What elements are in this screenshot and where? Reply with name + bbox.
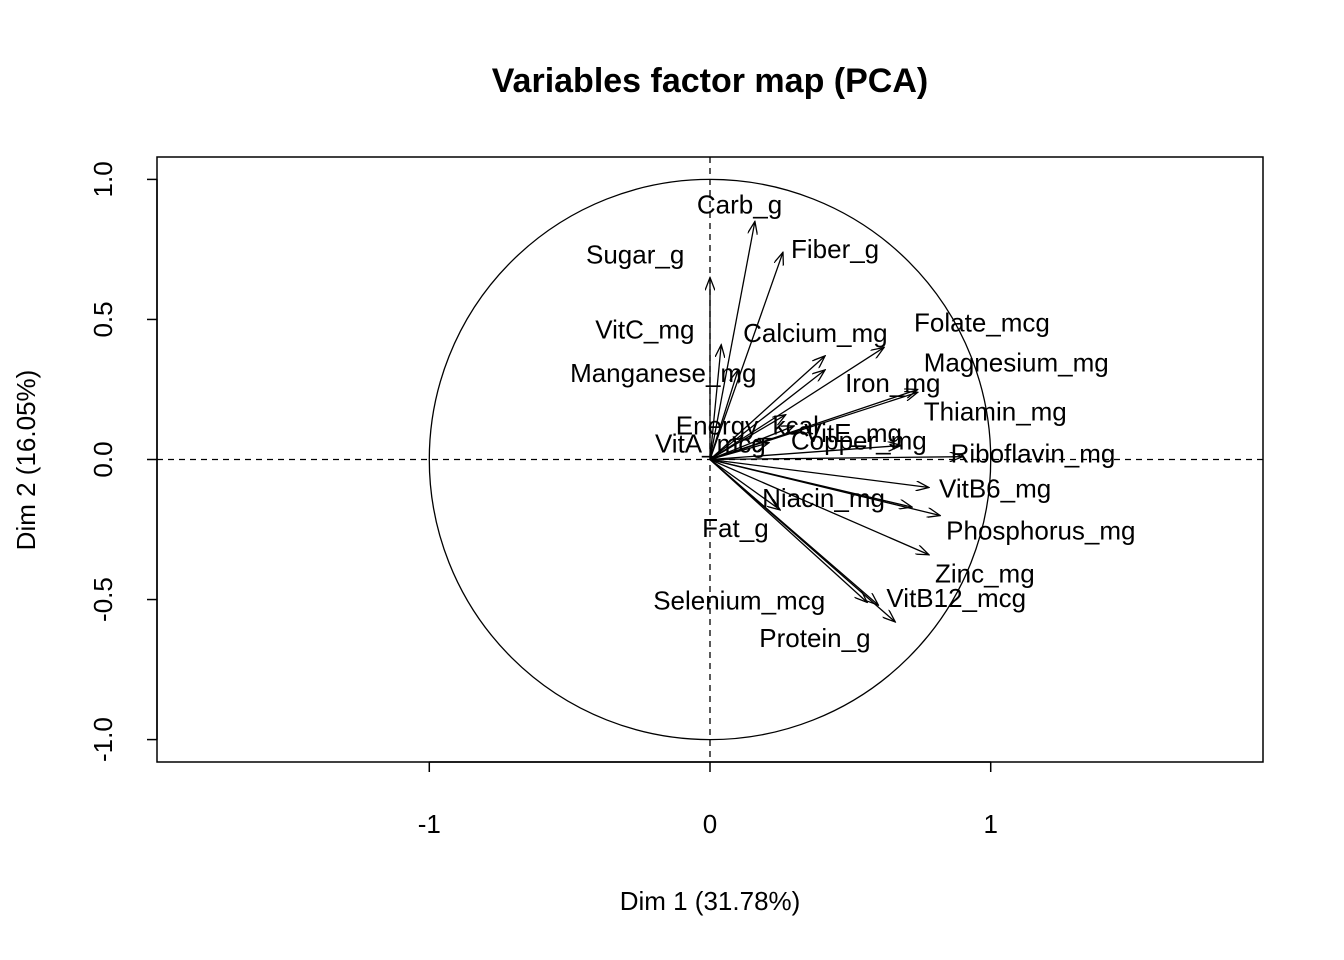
label-vitb12-mcg: VitB12_mcg xyxy=(886,583,1026,613)
label-iron-mg: Iron_mg xyxy=(845,368,940,398)
x-axis-label: Dim 1 (31.78%) xyxy=(620,886,801,916)
label-vita-mcg: VitA_mcg xyxy=(655,429,766,459)
label-vitc-mg: VitC_mg xyxy=(595,315,694,345)
arrow-energy-kcal xyxy=(709,415,786,461)
label-carb-g: Carb_g xyxy=(697,189,782,219)
label-phosphorus-mg: Phosphorus_mg xyxy=(946,516,1135,546)
label-zinc-mg: Zinc_mg xyxy=(935,559,1035,589)
label-magnesium-mg: Magnesium_mg xyxy=(924,347,1109,377)
label-calcium-mg: Calcium_mg xyxy=(743,318,888,348)
arrow-phosphorus-mg xyxy=(709,458,940,516)
label-manganese-mg: Manganese_mg xyxy=(570,358,756,388)
y-tick-label: -1.0 xyxy=(88,717,118,762)
label-thiamin-mg: Thiamin_mg xyxy=(924,396,1067,426)
y-tick-label: 0.5 xyxy=(88,301,118,337)
arrow-riboflavin-mg xyxy=(709,457,963,460)
x-tick-label: 1 xyxy=(983,809,997,839)
y-axis-label: Dim 2 (16.05%) xyxy=(11,370,41,551)
arrow-zinc-mg xyxy=(709,458,929,555)
arrow-vita-mcg xyxy=(709,443,769,461)
label-selenium-mcg: Selenium_mcg xyxy=(653,585,825,615)
label-niacin-mg: Niacin_mg xyxy=(762,483,885,513)
chart-title: Variables factor map (PCA) xyxy=(492,62,928,100)
arrow-fat-g xyxy=(709,458,780,510)
arrow-fiber-g xyxy=(709,252,783,460)
variable-labels: Carb_g Fiber_g Sugar_g VitC_mg Calcium_mg Fol… xyxy=(570,189,1135,653)
label-fiber-g: Fiber_g xyxy=(791,234,879,264)
label-vitb6-mg: VitB6_mg xyxy=(939,474,1051,504)
arrow-vitb6-mg xyxy=(709,458,929,488)
arrow-thiamin-mg xyxy=(709,392,918,461)
x-tick-label: 0 xyxy=(703,809,717,839)
label-protein-g: Protein_g xyxy=(759,623,870,653)
label-copper-mg: Copper_mg xyxy=(791,425,927,455)
y-axis: -1.0 -0.5 0.0 0.5 1.0 xyxy=(88,161,158,762)
arrow-iron-mg xyxy=(709,370,825,461)
x-axis: -1 0 1 xyxy=(418,761,998,839)
y-tick-label: -0.5 xyxy=(88,577,118,622)
x-tick-label: -1 xyxy=(418,809,441,839)
arrow-calcium-mg xyxy=(709,356,825,460)
label-energy-kcal: Energy_kcal xyxy=(676,411,819,441)
label-vite-mg: VitE_mg xyxy=(804,418,902,448)
label-fat-g: Fat_g xyxy=(702,513,769,543)
arrow-manganese-mg xyxy=(709,370,738,460)
y-tick-label: 0.0 xyxy=(88,441,118,477)
arrow-vitc-mg xyxy=(709,345,721,460)
arrow-copper-mg xyxy=(709,445,901,461)
y-tick-label: 1.0 xyxy=(88,161,118,197)
label-sugar-g: Sugar_g xyxy=(586,239,684,269)
arrow-protein-g xyxy=(709,459,895,622)
variable-arrows xyxy=(710,221,963,622)
label-riboflavin-mg: Riboflavin_mg xyxy=(951,439,1116,469)
arrow-vite-mg xyxy=(709,426,794,461)
label-folate-mcg: Folate_mcg xyxy=(914,307,1050,337)
arrow-folate-mcg xyxy=(709,347,884,461)
arrow-carb-g xyxy=(709,221,755,460)
